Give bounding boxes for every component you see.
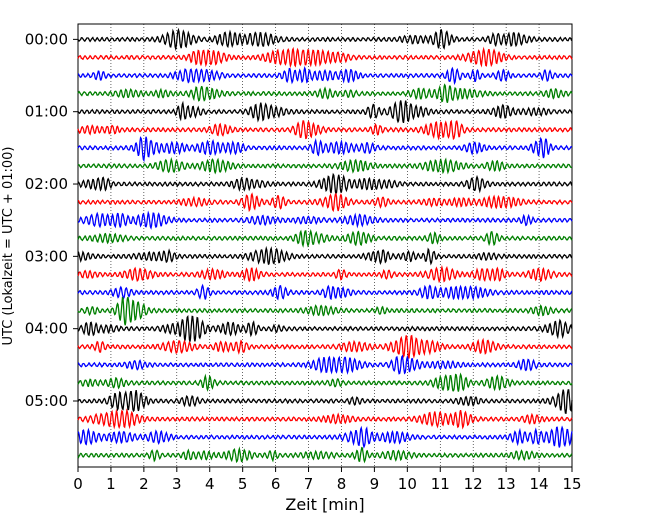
trace-row [77,389,573,414]
y-tick-label: 04:00 [25,320,68,338]
y-tick-label: 03:00 [25,247,68,265]
trace-row [77,119,573,141]
trace-row [77,228,573,248]
trace-row [77,334,573,359]
x-tick-label: 12 [464,475,483,493]
trace-row [77,157,573,175]
trace-row [77,425,573,449]
x-tick-label: 14 [530,475,549,493]
x-axis-ticks: 0 1 2 3 4 5 6 7 8 9 10 11 12 13 14 15 [73,467,582,493]
x-tick-label: 8 [337,475,347,493]
trace-row [77,65,573,86]
y-axis-label: UTC (Lokalzeit = UTC + 01:00) [1,147,16,346]
trace-row [77,136,573,163]
x-tick-label: 15 [562,475,581,493]
y-tick-label: 00:00 [25,30,68,48]
x-tick-label: 5 [238,475,248,493]
seismogram-traces [77,27,573,464]
trace-row [77,446,573,464]
trace-row [77,172,573,196]
y-tick-label: 02:00 [25,175,68,193]
trace-row [77,46,573,69]
plot-frame [77,23,573,468]
x-tick-label: 0 [73,475,83,493]
x-tick-label: 9 [370,475,380,493]
trace-row [77,192,573,213]
x-tick-label: 4 [205,475,215,493]
y-tick-label: 05:00 [25,392,68,410]
trace-row [77,27,573,52]
trace-row [77,100,573,124]
trace-row [77,210,573,230]
x-tick-label: 10 [398,475,417,493]
x-tick-label: 1 [106,475,116,493]
x-tick-label: 7 [304,475,314,493]
trace-row [77,296,572,326]
x-tick-label: 2 [139,475,149,493]
x-axis-label: Zeit [min] [285,495,364,514]
trace-row [77,315,573,342]
trace-row [77,264,573,284]
x-tick-label: 6 [271,475,281,493]
x-tick-label: 11 [431,475,450,493]
x-tick-label: 3 [172,475,182,493]
y-tick-label: 01:00 [25,103,68,121]
x-tick-label: 13 [497,475,516,493]
trace-row [77,83,573,103]
trace-row [77,354,573,375]
trace-row [77,372,573,392]
trace-row [77,245,573,266]
trace-row [77,408,573,430]
trace-row [77,283,573,301]
x-gridlines [110,24,540,467]
y-axis-ticks: 00:00 01:00 02:00 03:00 04:00 05:00 [25,30,78,410]
